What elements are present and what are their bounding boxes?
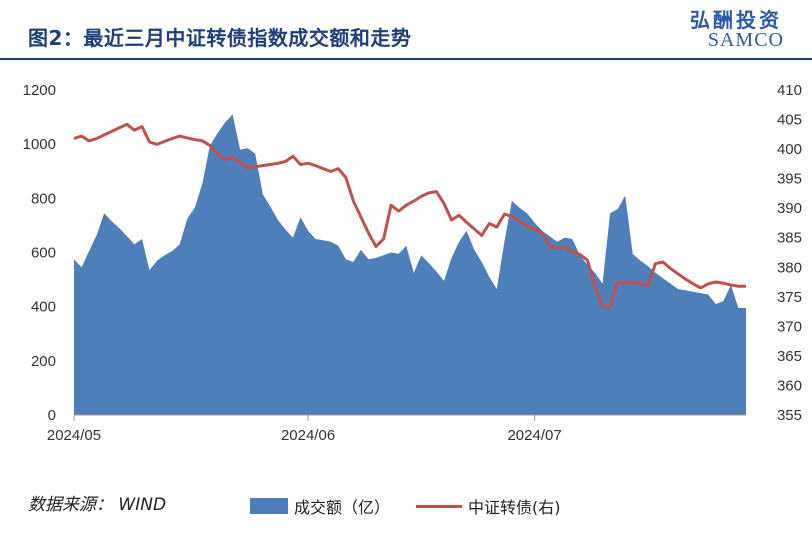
brand-name-en: SAMCO [707, 29, 784, 51]
y-right-tick-label: 395 [777, 171, 802, 188]
y-axis-right-ticks: 355 360 365 370 375 380 385 390 395 400 405 410 [777, 82, 802, 424]
y-right-tick-label: 370 [777, 318, 802, 335]
y-right-tick-label: 405 [777, 112, 802, 129]
y-left-tick-label: 800 [31, 190, 56, 207]
volume-area-layer [74, 114, 746, 416]
y-right-tick-label: 380 [777, 259, 802, 276]
y-right-tick-label: 355 [777, 407, 802, 424]
index-line-layer [73, 122, 746, 309]
chart-legend: 成交额（亿） 中证转债(右) [250, 494, 561, 518]
y-left-tick-label: 1200 [23, 82, 56, 99]
legend-swatch-volume [250, 498, 288, 514]
y-left-tick-label: 1000 [23, 136, 56, 153]
x-axis-ticks: 2024/05 2024/06 2024/07 [47, 415, 562, 444]
y-left-tick-label: 400 [31, 299, 56, 316]
y-left-tick-label: 0 [48, 407, 56, 424]
chart-title: 图2：最近三月中证转债指数成交额和走势 [28, 26, 412, 50]
legend-swatch-index [416, 504, 463, 508]
y-right-tick-label: 400 [777, 141, 802, 158]
legend-label-volume: 成交额（亿） [294, 498, 391, 517]
data-source-note: 数据来源： WIND [28, 495, 167, 515]
index-line [73, 122, 746, 309]
header-divider [0, 58, 812, 60]
x-tick-label: 2024/05 [47, 427, 101, 444]
x-tick-label: 2024/07 [507, 427, 561, 444]
y-axis-left-ticks: 0 200 400 600 800 1000 1200 [23, 82, 56, 424]
chart-header: 图2：最近三月中证转债指数成交额和走势 弘酬投资 SAMCO [0, 0, 812, 60]
y-right-tick-label: 360 [777, 377, 802, 394]
x-tick-label: 2024/06 [281, 427, 335, 444]
y-left-tick-label: 200 [31, 353, 56, 370]
y-right-tick-label: 375 [777, 289, 802, 306]
y-right-tick-label: 385 [777, 230, 802, 247]
y-right-tick-label: 390 [777, 200, 802, 217]
y-right-tick-label: 365 [777, 348, 802, 365]
y-left-tick-label: 600 [31, 245, 56, 262]
chart-canvas: 2024/05 2024/06 2024/07 0 200 400 600 800 1000 1… [23, 82, 802, 444]
y-right-tick-label: 410 [777, 82, 802, 99]
volume-area [74, 114, 746, 416]
legend-label-index: 中证转债(右) [468, 498, 561, 517]
brand-name-cn: 弘酬投资 [690, 8, 782, 32]
